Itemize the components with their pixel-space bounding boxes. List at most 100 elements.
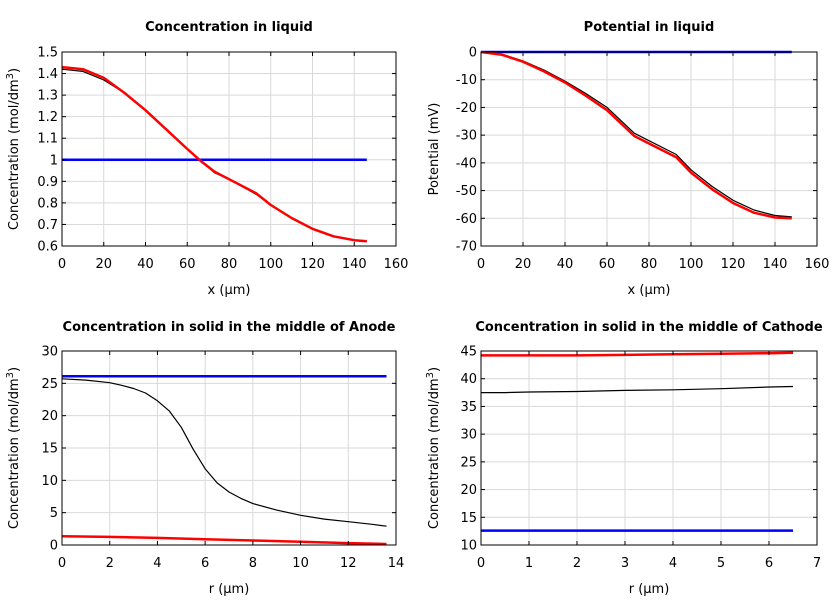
- y-tick-label: 45: [460, 345, 477, 360]
- x-tick-label: 120: [300, 257, 325, 272]
- chart-title: Concentration in solid in the middle of …: [475, 320, 823, 335]
- chart-panel-4: Concentration in solid in the middle of …: [425, 320, 823, 597]
- y-tick-label: -30: [456, 129, 477, 144]
- x-tick-label: 12: [340, 556, 357, 571]
- y-axis-label: Potential (mV): [427, 103, 442, 196]
- x-tick-label: 80: [641, 257, 658, 272]
- chart-panel-2: Potential in liquid 0 20 40 60 80 100 120 140 160…: [427, 20, 829, 298]
- y-axis-label-close: ): [7, 367, 22, 372]
- x-tick-label: 14: [388, 556, 405, 571]
- y-axis-label-text: Concentration (mol/dm: [7, 79, 22, 230]
- y-axis-label: Concentration (mol/dm3): [5, 68, 22, 230]
- y-axis-label-superscript: 3: [5, 73, 16, 79]
- y-tick-label: 15: [460, 511, 477, 526]
- x-tick-label: 0: [477, 257, 485, 272]
- x-axis-label: r (µm): [209, 582, 250, 597]
- x-tick-label: 20: [515, 257, 532, 272]
- y-axis-label-superscript: 3: [5, 372, 16, 378]
- x-tick-label: 6: [201, 556, 209, 571]
- chart-title: Potential in liquid: [584, 20, 715, 35]
- x-tick-label: 160: [384, 257, 409, 272]
- series-line-2: [480, 51, 792, 218]
- x-tick-label: 120: [721, 257, 746, 272]
- series-line-3: [481, 351, 794, 357]
- y-tick-label: 0: [469, 46, 477, 61]
- y-tick-label: -50: [456, 184, 477, 199]
- y-axis-label-close: ): [427, 367, 442, 372]
- x-tick-label: 40: [557, 257, 574, 272]
- y-tick-label: 40: [460, 372, 477, 387]
- x-tick-label: 140: [342, 257, 367, 272]
- x-tick-label: 0: [58, 556, 66, 571]
- x-tick-label: 0: [477, 556, 485, 571]
- x-tick-label: 100: [679, 257, 704, 272]
- y-axis-label-close: ): [7, 68, 22, 73]
- y-tick-label: 1.5: [37, 46, 58, 61]
- y-tick-label: 5: [50, 506, 58, 521]
- y-tick-label: 0.9: [37, 175, 58, 190]
- y-tick-label: 25: [41, 377, 58, 392]
- y-tick-label: 35: [460, 400, 477, 415]
- x-tick-label: 20: [95, 257, 112, 272]
- x-tick-label: 3: [621, 556, 629, 571]
- y-tick-label: 25: [460, 455, 477, 470]
- y-tick-label: 10: [460, 539, 477, 554]
- y-tick-label: 20: [460, 483, 477, 498]
- y-tick-label: 30: [41, 345, 58, 360]
- y-tick-label: 1.4: [37, 67, 58, 82]
- chart-title: Concentration in solid in the middle of …: [63, 320, 396, 335]
- y-axis-label-superscript: 3: [425, 372, 436, 378]
- x-tick-label: 10: [292, 556, 309, 571]
- y-tick-label: 1.3: [37, 89, 58, 104]
- y-tick-label: -60: [456, 212, 477, 227]
- x-tick-label: 40: [137, 257, 154, 272]
- y-axis-label-text: Potential (mV): [427, 103, 442, 196]
- x-tick-label: 5: [717, 556, 725, 571]
- x-tick-label: 160: [805, 257, 830, 272]
- x-axis-label: x (µm): [208, 283, 251, 298]
- plot-frame: [480, 350, 818, 546]
- x-tick-label: 60: [599, 257, 616, 272]
- x-tick-label: 100: [258, 257, 283, 272]
- y-tick-label: 1.2: [37, 110, 58, 125]
- y-tick-label: 1: [50, 153, 58, 168]
- chart-panel-3: Concentration in solid in the middle of …: [5, 320, 404, 597]
- x-tick-label: 4: [153, 556, 161, 571]
- x-tick-label: 140: [763, 257, 788, 272]
- y-tick-label: 0.8: [37, 196, 58, 211]
- y-axis-label-text: Concentration (mol/dm: [427, 378, 442, 529]
- y-tick-label: 0.6: [37, 240, 58, 255]
- y-tick-label: 30: [460, 428, 477, 443]
- y-tick-label: 0.7: [37, 218, 58, 233]
- y-tick-label: -70: [456, 240, 477, 255]
- series-line-3: [61, 65, 367, 243]
- y-tick-label: 15: [41, 442, 58, 457]
- y-tick-label: 0: [50, 539, 58, 554]
- series-line-2: [481, 385, 794, 394]
- x-tick-label: 2: [573, 556, 581, 571]
- chart-panel-1: Concentration in liquid 0 20 40 60 80 100 120 14…: [5, 20, 408, 298]
- chart-title: Concentration in liquid: [145, 20, 313, 35]
- x-tick-label: 6: [765, 556, 773, 571]
- y-tick-label: 1.1: [37, 132, 58, 147]
- x-axis-label: x (µm): [628, 283, 671, 298]
- y-tick-label: 20: [41, 409, 58, 424]
- series-line-3: [61, 535, 387, 546]
- x-tick-label: 1: [525, 556, 533, 571]
- x-tick-label: 80: [221, 257, 238, 272]
- y-axis-label: Concentration (mol/dm3): [425, 367, 442, 529]
- y-tick-label: 10: [41, 474, 58, 489]
- x-tick-label: 4: [669, 556, 677, 571]
- x-axis-label: r (µm): [629, 582, 670, 597]
- series-line-3: [480, 50, 792, 220]
- y-axis-label: Concentration (mol/dm3): [5, 367, 22, 529]
- y-tick-label: -20: [456, 101, 477, 116]
- series-line-2: [61, 378, 387, 527]
- y-tick-label: -10: [456, 73, 477, 88]
- x-tick-label: 60: [179, 257, 196, 272]
- y-axis-label-text: Concentration (mol/dm: [7, 378, 22, 529]
- y-tick-label: -40: [456, 156, 477, 171]
- x-tick-label: 2: [106, 556, 114, 571]
